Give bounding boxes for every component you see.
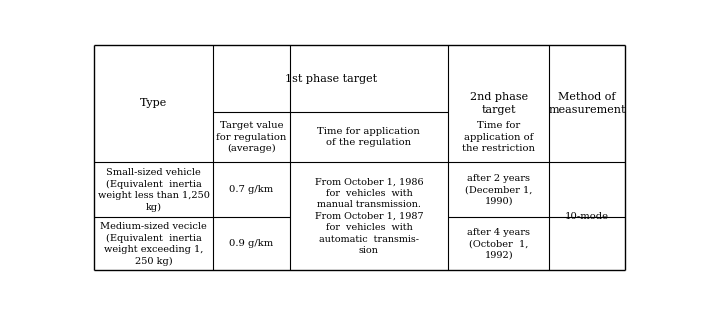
Text: 10-mode: 10-mode — [565, 212, 609, 221]
Text: Type: Type — [140, 98, 167, 108]
Text: after 4 years
(October  1,
1992): after 4 years (October 1, 1992) — [467, 228, 530, 260]
Text: Time for application
of the regulation: Time for application of the regulation — [317, 127, 420, 148]
Text: Small-sized vehicle
(Equivalent  inertia
weight less than 1,250
kg): Small-sized vehicle (Equivalent inertia … — [98, 168, 210, 212]
Text: Target value
for regulation
(average): Target value for regulation (average) — [216, 121, 286, 153]
Text: Medium-sized vecicle
(Equivalent  inertia
weight exceeding 1,
250 kg): Medium-sized vecicle (Equivalent inertia… — [100, 222, 207, 266]
Text: 2nd phase
target: 2nd phase target — [470, 92, 528, 115]
Text: Time for
application of
the restriction: Time for application of the restriction — [462, 121, 535, 153]
Text: Method of
measurement: Method of measurement — [548, 92, 626, 115]
Text: 1st phase target: 1st phase target — [285, 74, 377, 84]
Text: 0.9 g/km: 0.9 g/km — [230, 239, 274, 248]
Text: after 2 years
(December 1,
1990): after 2 years (December 1, 1990) — [465, 174, 532, 206]
Text: From October 1, 1986
for  vehicles  with
manual transmission.
From October 1, 19: From October 1, 1986 for vehicles with m… — [314, 178, 423, 255]
Text: 0.7 g/km: 0.7 g/km — [230, 185, 274, 194]
